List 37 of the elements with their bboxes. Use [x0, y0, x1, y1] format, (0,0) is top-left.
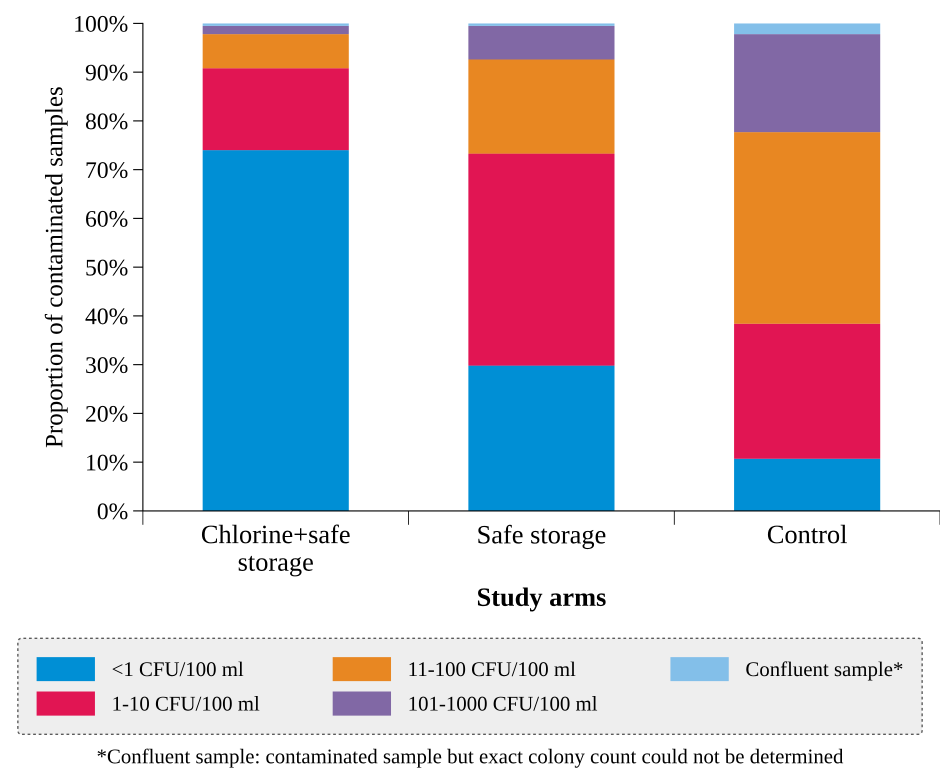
x-tick-label: Safe storage [478, 524, 606, 550]
y-tick-label: 40% [85, 308, 128, 324]
x-axis-title: Study arms [478, 588, 606, 612]
text: *Confluent sample: contaminated sample but exact colony count could not be determined [98, 748, 844, 768]
bar [468, 26, 615, 60]
bar [202, 68, 349, 150]
bar [734, 132, 880, 324]
bar [202, 150, 349, 511]
y-axis-title: Proportion of contaminated samples [44, 87, 68, 448]
y-tick-label: 20% [86, 406, 128, 422]
bar [468, 366, 615, 511]
y-tick-label: 30% [86, 357, 128, 374]
x-tick-label: Chlorine+safe storage [202, 524, 350, 576]
y-tick-label: 60% [86, 210, 128, 227]
x-tick-label: Control [768, 524, 847, 544]
bar [734, 458, 880, 511]
bar [468, 59, 615, 154]
bar [468, 154, 615, 366]
bar [734, 324, 880, 459]
bar [202, 26, 349, 34]
bar [202, 34, 349, 68]
legend-label: Confluent sample* [746, 661, 902, 680]
y-tick-label: 10% [87, 454, 128, 471]
y-tick-label: 80% [86, 113, 128, 130]
legend-label: 1-10 CFU/100 ml [113, 696, 260, 711]
y-tick-label: 0% [98, 503, 128, 520]
legend-label: <1 CFU/100 ml [112, 662, 244, 676]
legend-label: 11-100 CFU/100 ml [410, 662, 576, 676]
bar [202, 23, 349, 26]
y-tick-label: 50% [86, 260, 128, 276]
legend-label: 101-1000 CFU/100 ml [410, 696, 598, 711]
bar [468, 23, 615, 26]
y-tick-label: 90% [86, 64, 128, 81]
y-tick-label: 70% [86, 162, 128, 178]
y-tick-label: 100% [75, 16, 128, 32]
bar [734, 34, 880, 132]
bar [734, 23, 880, 34]
